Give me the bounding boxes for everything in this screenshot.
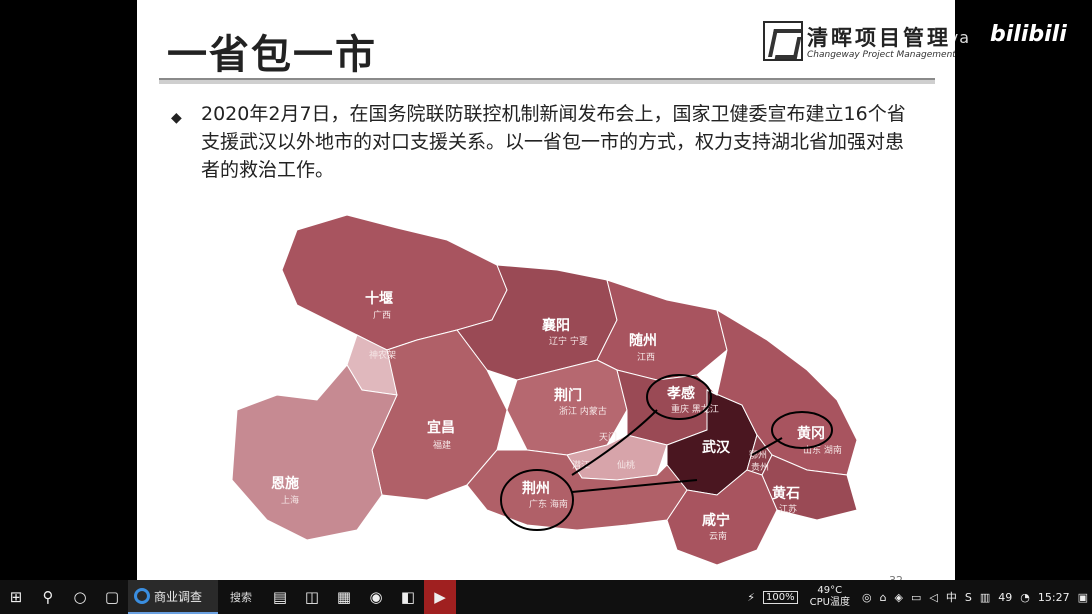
annotation-circle-huanggang (771, 411, 833, 449)
left-black-area (0, 0, 137, 580)
support-enshi: 上海 (281, 494, 299, 506)
annotation-line-2 (571, 479, 698, 493)
support-shiyan: 广西 (373, 309, 391, 321)
system-tray: ⚡ 100% 49°C CPU温度 ◎ ⌂ ◈ ▭ ◁ 中 S ▥ 49 ◔ 1… (743, 580, 1092, 614)
brand-name-cn: 清晖项目管理 (807, 26, 951, 50)
temp-label: CPU温度 (809, 597, 850, 608)
annotation-circle-jingzhou (500, 469, 574, 531)
app-icon-2[interactable]: ◫ (304, 588, 320, 606)
app-icon-5[interactable]: ◧ (400, 588, 416, 606)
cpu-temp[interactable]: 49°C CPU温度 (802, 585, 858, 609)
label-xiangyang: 襄阳 (541, 317, 570, 334)
support-yichang: 福建 (433, 439, 451, 451)
region-xianning (666, 469, 778, 566)
clock[interactable]: 15:27 (1037, 590, 1070, 604)
chrome-icon[interactable]: ◉ (369, 588, 383, 606)
bullet-text: 2020年2月7日，在国务院联防联控机制新闻发布会上，国家卫健委宣布建立16个省… (201, 103, 906, 181)
brand-logo: 清晖项目管理 Changeway Project Management (763, 18, 955, 64)
bilibili-logo: bilibili (990, 22, 1067, 47)
label-jingzhou: 荆州 (522, 480, 550, 497)
page-number: 32 (889, 574, 903, 580)
annotation-circle-xiaogan (646, 374, 712, 420)
bullet-paragraph: ◆ 2020年2月7日，在国务院联防联控机制新闻发布会上，国家卫健委宣布建立16… (171, 100, 921, 184)
folder-icon[interactable]: ▤ (272, 588, 288, 606)
presentation-slide: 一省包一市 清晖项目管理 Changeway Project Managemen… (137, 0, 955, 580)
ie-icon (134, 588, 150, 604)
label-tianmen: 天门 (599, 431, 617, 443)
temp-value: 49°C (817, 585, 843, 596)
tray-icon-6[interactable]: ◔ (1020, 590, 1030, 604)
region-huangshi (761, 454, 858, 521)
region-jingzhou (466, 449, 688, 531)
notification-counter[interactable]: 49 (998, 590, 1013, 604)
ime-indicator[interactable]: 中 (945, 591, 957, 604)
support-suizhou: 江西 (637, 352, 655, 363)
taskbar-app-browser[interactable]: 商业调查 (128, 580, 218, 614)
taskbar: ⊞ ⚲ ○ ▢ 商业调查 搜索 ▤ ◫ ▦ ◉ ◧ ▶ ⚡ 100% 49°C … (0, 580, 1092, 614)
annotation-line-1 (571, 409, 658, 476)
label-wuhan: 武汉 (702, 439, 731, 456)
tray-icon-2[interactable]: ⌂ (879, 590, 887, 604)
support-huanggang: 山东 湖南 (803, 444, 842, 456)
region-enshi (231, 364, 398, 541)
annotation-line-3 (751, 437, 783, 456)
plug-icon[interactable]: ⚡ (747, 590, 756, 604)
cortana-icon[interactable]: ○ (73, 588, 87, 606)
label-shennongjia: 神农架 (369, 349, 396, 361)
label-jingmen: 荆门 (554, 387, 582, 404)
search-icon[interactable]: ⚲ (42, 588, 54, 606)
label-enshi: 恩施 (271, 475, 299, 492)
support-xiangyang: 辽宁 宁夏 (549, 335, 588, 347)
label-ezhou: 鄂州 (749, 450, 767, 461)
app-icon-3[interactable]: ▦ (336, 588, 352, 606)
brand-mark-icon (763, 21, 803, 61)
support-xiaogan: 重庆 黑龙江 (671, 403, 719, 415)
network-icon[interactable]: ▭ (911, 590, 922, 604)
battery-indicator[interactable]: 100% (763, 590, 798, 604)
support-ezhou: 贵州 (751, 461, 769, 473)
brand-name-en: Changeway Project Management (807, 50, 955, 60)
support-jingzhou: 广东 海南 (529, 498, 568, 510)
tray-icon-3[interactable]: ◈ (894, 590, 904, 604)
label-suizhou: 随州 (629, 332, 657, 349)
tray-icon-4[interactable]: S (964, 590, 972, 604)
label-yichang: 宜昌 (427, 419, 455, 436)
label-shiyan: 十堰 (365, 290, 393, 307)
label-xianning: 咸宁 (702, 512, 730, 529)
bullet-diamond-icon: ◆ (171, 110, 182, 126)
volume-icon[interactable]: ◁ (929, 590, 938, 604)
video-player-icon[interactable]: ▶ (424, 580, 456, 614)
support-huangshi: 江苏 (779, 503, 797, 515)
label-xiaogan: 孝感 (666, 385, 695, 402)
title-divider (159, 78, 935, 84)
hubei-map: 十堰 广西 襄阳 辽宁 宁夏 随州 江西 荆门 浙江 内蒙古 孝感 重庆 黑龙江… (231, 214, 858, 566)
brand-text: 清晖项目管理 Changeway Project Management (807, 22, 955, 60)
task-view-icon[interactable]: ▢ (104, 588, 120, 606)
tray-icon-5[interactable]: ▥ (979, 590, 991, 604)
region-suizhou (596, 279, 728, 381)
region-jingmen (506, 359, 628, 456)
label-huanggang: 黄冈 (797, 425, 825, 442)
label-qianjiang: 潜江 (572, 459, 590, 471)
label-xiantao: 仙桃 (617, 459, 635, 471)
start-button[interactable]: ⊞ (9, 588, 23, 606)
slide-title: 一省包一市 (167, 32, 377, 78)
notification-icon[interactable]: ▣ (1077, 590, 1088, 604)
tray-icon-1[interactable]: ◎ (861, 590, 872, 604)
label-huangshi: 黄石 (772, 485, 800, 502)
taskbar-app-label: 商业调查 (154, 589, 203, 604)
right-black-area (955, 0, 1092, 580)
support-xianning: 云南 (709, 530, 727, 542)
support-jingmen: 浙江 内蒙古 (559, 405, 607, 417)
taskbar-search-text[interactable]: 搜索 (230, 591, 252, 604)
